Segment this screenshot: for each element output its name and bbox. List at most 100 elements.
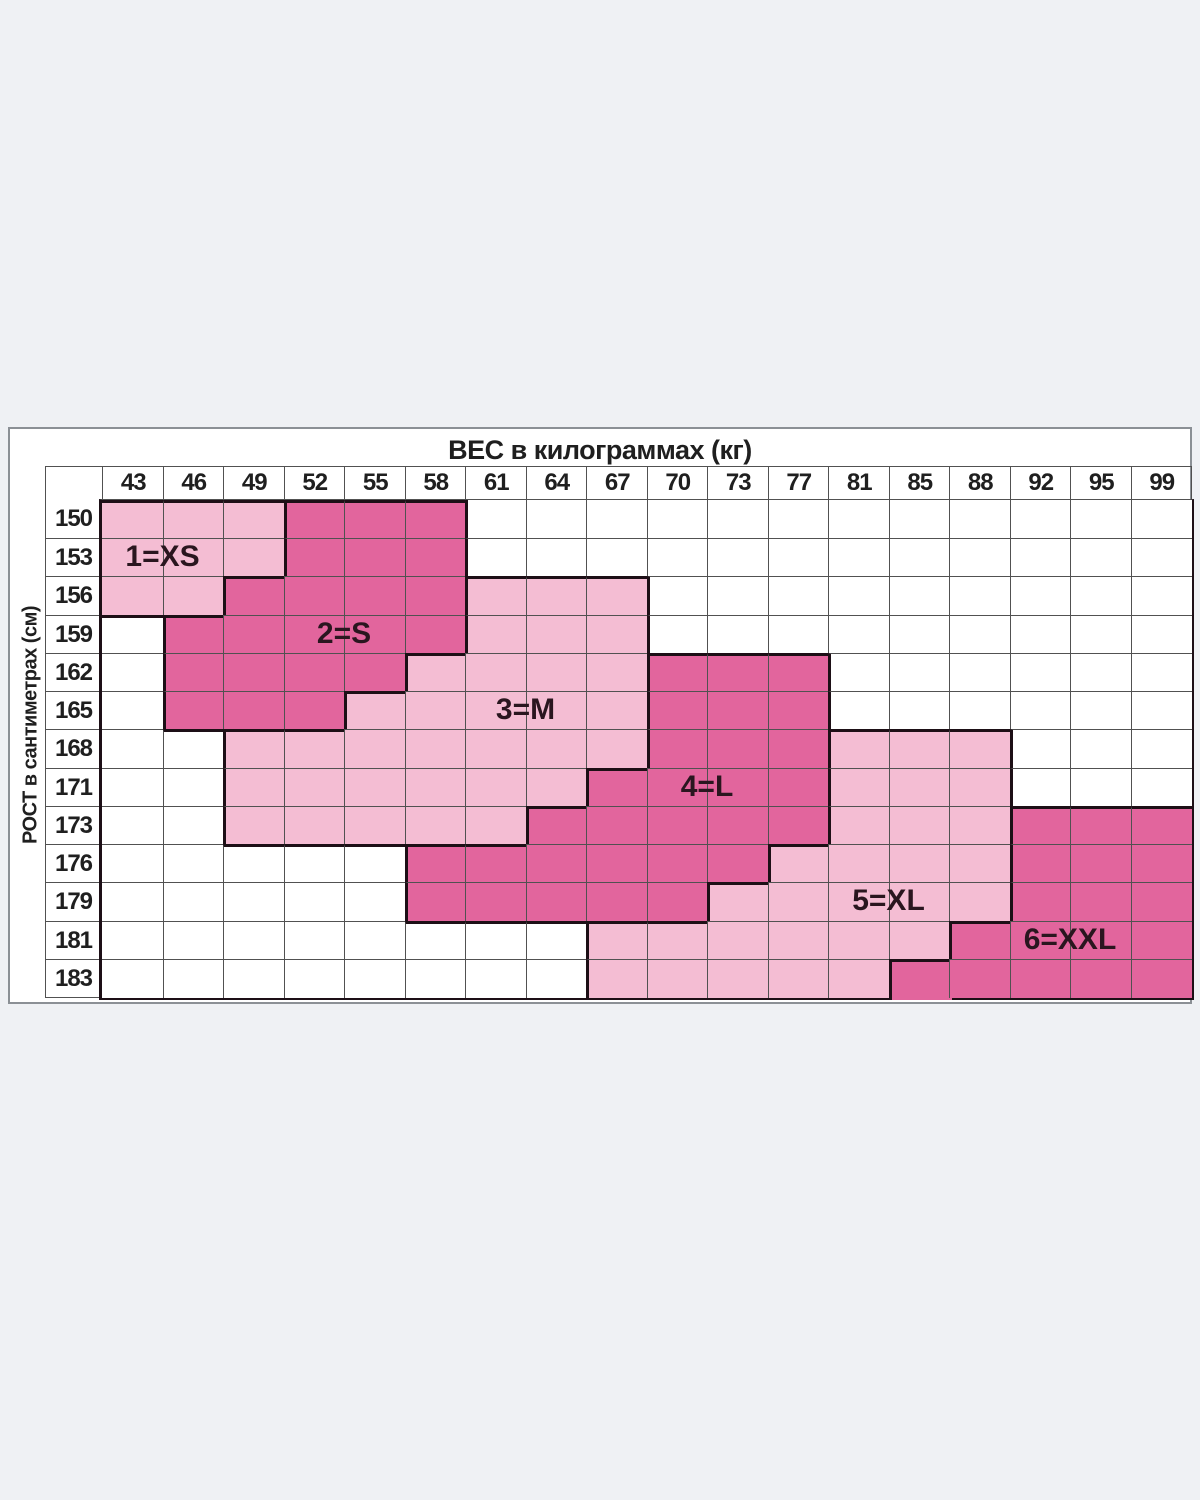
weight-header-cell: 46	[162, 466, 225, 500]
grid-cell	[1009, 576, 1071, 616]
grid-cell	[949, 729, 1011, 771]
grid-cell	[344, 614, 406, 654]
grid-cell	[767, 805, 829, 846]
grid-cell	[586, 729, 648, 769]
grid-cell	[888, 844, 950, 884]
grid-cell	[888, 729, 950, 771]
grid-cell	[1130, 844, 1192, 884]
grid-cell	[525, 958, 587, 998]
grid-cell	[162, 844, 224, 884]
grid-cell	[525, 691, 587, 731]
weight-header-cell: 52	[283, 466, 346, 500]
grid-frame	[99, 499, 1194, 1000]
height-label-cell: 181	[45, 920, 102, 960]
grid-cell	[162, 500, 224, 542]
grid-cell	[404, 958, 466, 998]
grid-cell	[1009, 691, 1071, 731]
grid-cell	[707, 844, 769, 884]
grid-cell	[1130, 920, 1192, 960]
grid-cell	[828, 882, 890, 922]
grid-cell	[707, 538, 769, 578]
grid-cell	[223, 691, 285, 731]
grid-cell	[767, 576, 829, 616]
grid-cell	[283, 576, 345, 616]
grid-cell	[162, 652, 226, 693]
grid-cell	[1070, 614, 1132, 654]
grid-cell	[223, 538, 285, 578]
grid-cell	[283, 882, 345, 922]
grid-cell	[586, 767, 650, 809]
grid-cell	[949, 844, 1011, 884]
grid-cell	[707, 614, 769, 654]
grid-cell	[223, 844, 285, 886]
grid-cell	[162, 576, 224, 616]
height-column-bottom-rule	[45, 996, 102, 998]
grid-cell	[888, 500, 950, 539]
grid-cell	[102, 958, 163, 998]
grid-cell	[102, 920, 163, 960]
grid-cell	[223, 576, 287, 618]
grid-cell	[223, 614, 285, 654]
grid-cell	[888, 652, 950, 693]
grid-cell	[828, 920, 890, 960]
grid-cell	[525, 844, 587, 884]
grid-cell	[283, 844, 345, 886]
grid-cell	[465, 691, 527, 731]
grid-cell	[586, 576, 648, 618]
height-label-cell: 150	[54, 505, 93, 532]
grid-cell	[404, 920, 466, 962]
weight-header-cell: 77	[767, 466, 830, 500]
grid-cell	[404, 767, 466, 807]
grid-cell	[404, 652, 468, 695]
grid-cell	[162, 958, 224, 998]
weight-header-cell: 58	[404, 466, 467, 500]
grid-cell	[525, 500, 587, 539]
grid-cell	[465, 538, 529, 578]
grid-cell	[646, 805, 708, 846]
grid-cell	[767, 729, 829, 769]
grid-cell	[1130, 500, 1192, 539]
weight-header-cell: 99	[1130, 466, 1193, 500]
grid-cell	[283, 538, 347, 578]
grid-cell	[767, 882, 829, 922]
size-chart-panel: ВЕС в килограммах (кг) РОСТ в сантиметра…	[8, 427, 1194, 1004]
grid-cell	[465, 614, 529, 654]
grid-cell	[1130, 614, 1192, 654]
grid-cell	[949, 920, 1013, 962]
grid-cell	[344, 500, 406, 542]
grid-cell	[283, 729, 345, 771]
grid-cell	[404, 805, 466, 846]
grid-cell	[949, 614, 1011, 654]
grid-cell	[525, 729, 587, 769]
grid-cell	[828, 805, 892, 846]
grid-cell	[1130, 576, 1192, 616]
grid-cell	[828, 538, 890, 578]
grid-cell	[646, 500, 708, 539]
size-zone-label-xxl: 6=XXL	[1023, 922, 1117, 956]
grid-cell	[404, 538, 466, 578]
weight-header-cell: 81	[828, 466, 890, 500]
height-label-cell: 156	[45, 576, 102, 615]
height-label-cell: 162	[45, 652, 102, 692]
grid-cell	[283, 614, 345, 654]
grid-cell	[767, 691, 829, 731]
grid-cell	[1070, 805, 1132, 848]
grid-cell	[102, 500, 163, 542]
grid-cell	[404, 614, 466, 654]
grid-cell	[1070, 691, 1132, 731]
grid-cell	[283, 805, 345, 846]
grid-cell	[465, 729, 527, 769]
grid-cell	[888, 767, 950, 807]
height-label-cell: 176	[45, 844, 102, 883]
grid-cell	[223, 652, 285, 693]
grid-cell	[1130, 882, 1192, 922]
grid-cell	[1009, 652, 1071, 693]
grid-cell	[586, 882, 648, 922]
grid-cell	[283, 958, 345, 998]
grid-cell	[707, 500, 769, 539]
grid-cell	[949, 500, 1011, 539]
weight-axis-title: ВЕС в килограммах (кг)	[448, 435, 752, 465]
grid-cell	[223, 882, 285, 922]
grid-cell	[525, 767, 587, 807]
grid-cell	[162, 805, 224, 846]
